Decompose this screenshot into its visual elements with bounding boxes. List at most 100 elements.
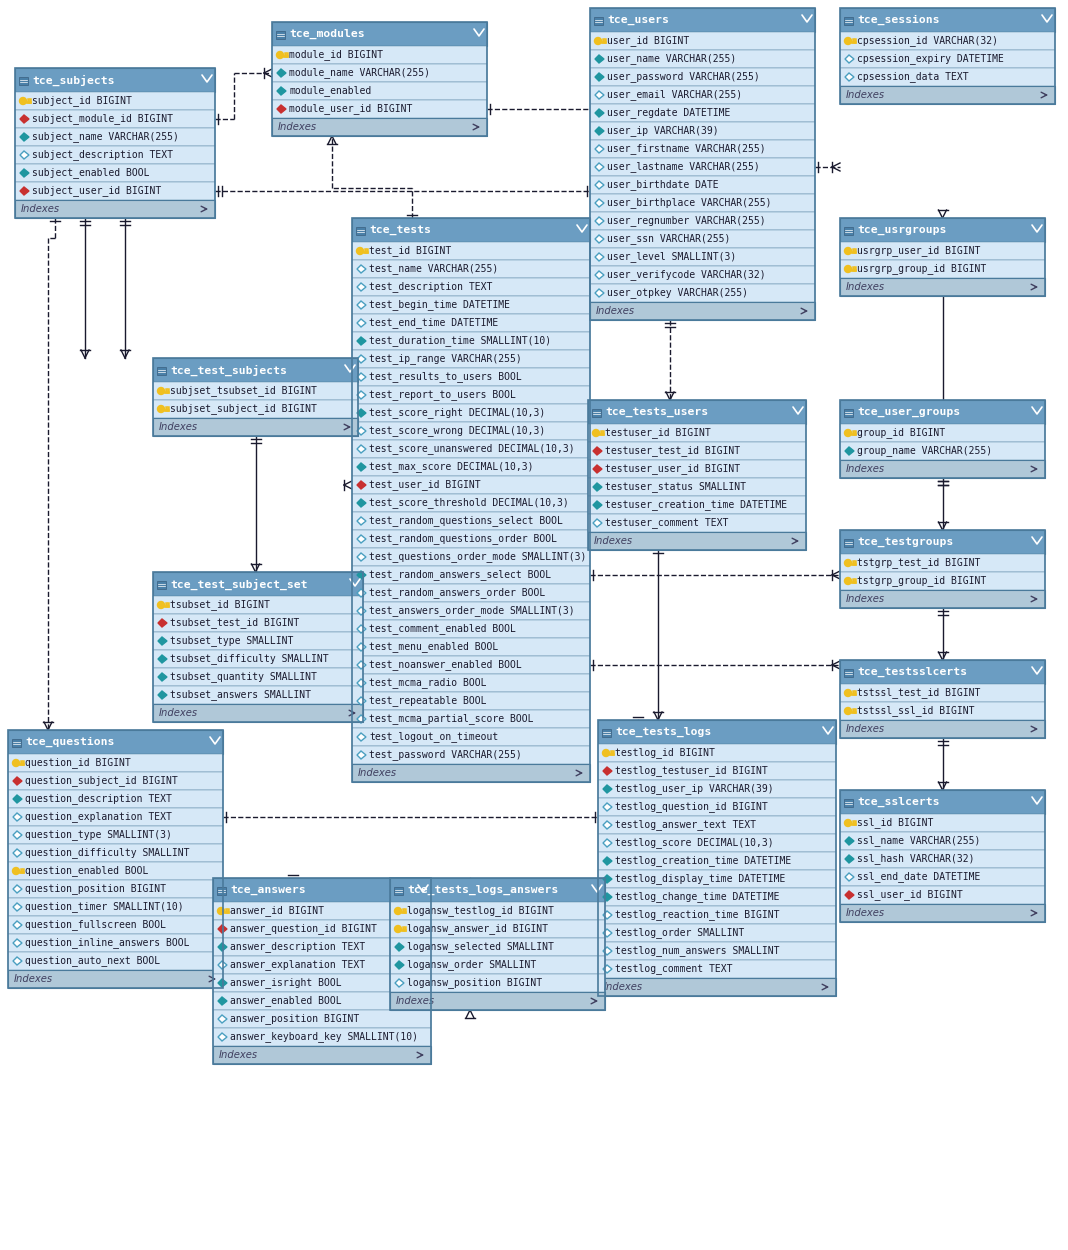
Text: question_timer SMALLINT(10): question_timer SMALLINT(10) xyxy=(25,901,184,912)
Text: test_menu_enabled BOOL: test_menu_enabled BOOL xyxy=(370,641,499,652)
FancyBboxPatch shape xyxy=(841,720,1045,738)
Text: question_difficulty SMALLINT: question_difficulty SMALLINT xyxy=(25,848,189,859)
Circle shape xyxy=(845,820,851,826)
Text: testlog_num_answers SMALLINT: testlog_num_answers SMALLINT xyxy=(615,945,780,956)
Polygon shape xyxy=(357,409,366,418)
FancyBboxPatch shape xyxy=(841,850,1045,868)
Polygon shape xyxy=(603,785,612,792)
Polygon shape xyxy=(277,105,286,112)
FancyBboxPatch shape xyxy=(356,228,365,235)
Polygon shape xyxy=(357,661,366,669)
FancyBboxPatch shape xyxy=(841,904,1045,922)
FancyBboxPatch shape xyxy=(598,834,836,852)
Polygon shape xyxy=(357,625,366,632)
Polygon shape xyxy=(357,462,366,471)
Text: test_ip_range VARCHAR(255): test_ip_range VARCHAR(255) xyxy=(370,354,522,365)
FancyBboxPatch shape xyxy=(390,920,604,938)
FancyBboxPatch shape xyxy=(352,386,590,404)
Polygon shape xyxy=(13,795,22,802)
Text: test_comment_enabled BOOL: test_comment_enabled BOOL xyxy=(370,624,516,635)
Circle shape xyxy=(602,750,610,756)
Circle shape xyxy=(13,867,19,875)
Text: tstgrp_group_id BIGINT: tstgrp_group_id BIGINT xyxy=(857,575,986,586)
FancyBboxPatch shape xyxy=(15,164,215,182)
Text: testlog_question_id BIGINT: testlog_question_id BIGINT xyxy=(615,801,768,812)
Text: tsubset_answers SMALLINT: tsubset_answers SMALLINT xyxy=(170,690,311,700)
Text: user_password VARCHAR(255): user_password VARCHAR(255) xyxy=(607,71,759,82)
Text: Indexes: Indexes xyxy=(159,422,199,432)
Polygon shape xyxy=(845,872,854,881)
Polygon shape xyxy=(357,535,366,542)
Text: testlog_reaction_time BIGINT: testlog_reaction_time BIGINT xyxy=(615,910,780,920)
FancyBboxPatch shape xyxy=(841,242,1045,260)
Polygon shape xyxy=(595,91,604,99)
Text: question_description TEXT: question_description TEXT xyxy=(25,794,172,805)
Text: ssl_name VARCHAR(255): ssl_name VARCHAR(255) xyxy=(857,835,980,846)
Polygon shape xyxy=(593,501,602,509)
Text: answer_position BIGINT: answer_position BIGINT xyxy=(230,1014,359,1025)
FancyBboxPatch shape xyxy=(19,78,28,85)
FancyBboxPatch shape xyxy=(841,32,1055,50)
FancyBboxPatch shape xyxy=(7,862,223,880)
FancyBboxPatch shape xyxy=(598,924,836,942)
Text: answer_description TEXT: answer_description TEXT xyxy=(230,941,365,952)
FancyBboxPatch shape xyxy=(841,424,1045,442)
Text: user_ip VARCHAR(39): user_ip VARCHAR(39) xyxy=(607,125,719,136)
Polygon shape xyxy=(595,55,604,63)
Circle shape xyxy=(19,98,27,105)
FancyBboxPatch shape xyxy=(598,762,836,780)
Polygon shape xyxy=(357,751,366,759)
FancyBboxPatch shape xyxy=(598,853,836,870)
Polygon shape xyxy=(357,499,366,508)
Polygon shape xyxy=(13,849,22,858)
FancyBboxPatch shape xyxy=(588,442,806,460)
FancyBboxPatch shape xyxy=(352,548,590,566)
Polygon shape xyxy=(218,925,227,932)
Polygon shape xyxy=(277,88,286,95)
FancyBboxPatch shape xyxy=(841,886,1045,904)
Text: test_mcma_partial_score BOOL: test_mcma_partial_score BOOL xyxy=(370,714,534,725)
Polygon shape xyxy=(158,638,167,645)
Polygon shape xyxy=(357,265,366,272)
Text: test_noanswer_enabled BOOL: test_noanswer_enabled BOOL xyxy=(370,660,522,670)
Polygon shape xyxy=(845,55,854,63)
Polygon shape xyxy=(845,891,854,899)
Circle shape xyxy=(218,908,224,915)
Polygon shape xyxy=(595,235,604,242)
Text: logansw_order SMALLINT: logansw_order SMALLINT xyxy=(407,960,536,970)
Polygon shape xyxy=(13,902,22,911)
Polygon shape xyxy=(603,911,612,919)
Text: tsubset_type SMALLINT: tsubset_type SMALLINT xyxy=(170,635,294,646)
Polygon shape xyxy=(13,831,22,839)
FancyBboxPatch shape xyxy=(213,1046,431,1064)
FancyBboxPatch shape xyxy=(7,754,223,772)
FancyBboxPatch shape xyxy=(7,880,223,898)
Text: user_regdate DATETIME: user_regdate DATETIME xyxy=(607,107,731,119)
Text: test_name VARCHAR(255): test_name VARCHAR(255) xyxy=(370,264,499,275)
Text: ssl_end_date DATETIME: ssl_end_date DATETIME xyxy=(857,871,980,882)
FancyBboxPatch shape xyxy=(590,248,815,266)
FancyBboxPatch shape xyxy=(157,368,166,375)
Text: answer_isright BOOL: answer_isright BOOL xyxy=(230,978,342,989)
Text: subject_name VARCHAR(255): subject_name VARCHAR(255) xyxy=(32,131,178,142)
Polygon shape xyxy=(20,188,29,195)
FancyBboxPatch shape xyxy=(272,22,487,46)
FancyBboxPatch shape xyxy=(390,956,604,974)
Text: testlog_display_time DATETIME: testlog_display_time DATETIME xyxy=(615,874,785,885)
FancyBboxPatch shape xyxy=(15,182,215,200)
Polygon shape xyxy=(595,162,604,171)
FancyBboxPatch shape xyxy=(588,532,806,550)
FancyBboxPatch shape xyxy=(15,146,215,164)
Text: user_lastname VARCHAR(255): user_lastname VARCHAR(255) xyxy=(607,161,759,172)
Text: tce_modules: tce_modules xyxy=(289,29,364,39)
Text: module_user_id BIGINT: module_user_id BIGINT xyxy=(289,104,412,115)
Text: usrgrp_group_id BIGINT: usrgrp_group_id BIGINT xyxy=(857,264,986,275)
Text: answer_enabled BOOL: answer_enabled BOOL xyxy=(230,995,342,1006)
Polygon shape xyxy=(357,589,366,598)
FancyBboxPatch shape xyxy=(590,213,815,230)
Text: group_name VARCHAR(255): group_name VARCHAR(255) xyxy=(857,445,992,456)
FancyBboxPatch shape xyxy=(592,409,601,418)
Polygon shape xyxy=(357,355,366,362)
Text: Indexes: Indexes xyxy=(159,707,199,717)
Polygon shape xyxy=(277,69,286,78)
